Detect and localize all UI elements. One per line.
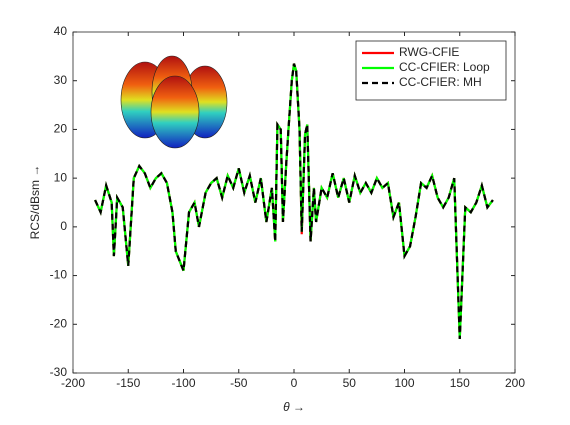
y-tick-label: -30 — [50, 365, 68, 379]
y-tick-label: -10 — [50, 268, 68, 282]
x-tick-label: -200 — [61, 376, 85, 390]
y-axis-label: RCS/dBsm → — [28, 165, 42, 240]
x-tick-label: -50 — [230, 376, 248, 390]
x-tick-label: 0 — [291, 376, 298, 390]
y-tick-label: 40 — [54, 24, 68, 38]
legend-label: RWG-CFIE — [399, 45, 459, 59]
x-tick-label: 50 — [343, 376, 357, 390]
y-tick-label: 20 — [54, 122, 68, 136]
x-tick-label: 150 — [450, 376, 470, 390]
x-axis-label: θ → — [283, 400, 305, 414]
x-tick-label: 200 — [505, 376, 525, 390]
y-tick-label: 30 — [54, 73, 68, 87]
legend-label: CC-CFIER: MH — [399, 75, 482, 89]
y-tick-label: -20 — [50, 316, 68, 330]
legend-label: CC-CFIER: Loop — [399, 60, 490, 74]
y-tick-label: 0 — [60, 219, 67, 233]
legend-box — [355, 40, 507, 101]
x-tick-label: -100 — [171, 376, 195, 390]
inset-shape — [120, 55, 228, 149]
x-tick-label: -150 — [116, 376, 140, 390]
x-tick-label: 100 — [394, 376, 414, 390]
y-tick-label: 10 — [54, 170, 68, 184]
series-line — [94, 63, 494, 339]
